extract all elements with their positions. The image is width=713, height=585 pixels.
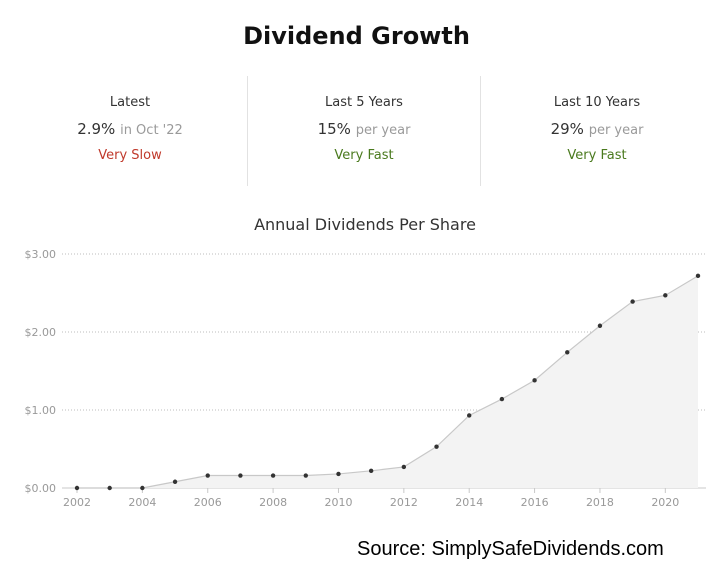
stat-value: 2.9% bbox=[77, 120, 116, 138]
data-point bbox=[205, 473, 210, 478]
stat-rating: Very Fast bbox=[334, 148, 394, 163]
stat-value: 29% bbox=[550, 120, 584, 138]
stat-latest: Latest 2.9% in Oct '22 Very Slow bbox=[14, 76, 246, 186]
data-point bbox=[140, 485, 145, 491]
data-point bbox=[368, 468, 374, 474]
dividends-chart: $0.00 $1.00 $2.00 $3.00 2002 2004 2006 2008 2010… bbox=[25, 248, 706, 509]
data-point bbox=[467, 413, 472, 418]
source-credit: Source: SimplySafeDividends.com bbox=[357, 538, 664, 560]
data-point bbox=[270, 473, 276, 478]
x-tick-label: 2006 bbox=[194, 496, 222, 509]
y-tick-label: $2.00 bbox=[25, 326, 57, 339]
y-tick-label: $3.00 bbox=[25, 248, 57, 261]
data-point bbox=[565, 350, 570, 355]
series-area bbox=[77, 275, 698, 488]
data-point bbox=[434, 444, 439, 449]
data-point bbox=[532, 378, 537, 383]
chart-title: Annual Dividends Per Share bbox=[254, 215, 476, 234]
stat-sub: in Oct '22 bbox=[120, 123, 183, 138]
x-tick-label: 2010 bbox=[324, 496, 352, 509]
stat-sub: per year bbox=[355, 123, 411, 138]
data-point bbox=[107, 485, 112, 491]
data-point bbox=[336, 471, 341, 477]
data-point bbox=[303, 473, 308, 478]
data-point bbox=[630, 299, 635, 304]
x-tick-label: 2008 bbox=[259, 496, 287, 509]
series-line bbox=[77, 275, 699, 489]
stats-panel: Latest 2.9% in Oct '22 Very Slow Last 5 … bbox=[14, 76, 713, 186]
x-tick-label: 2018 bbox=[586, 496, 614, 509]
data-point bbox=[499, 396, 505, 402]
x-tick-label: 2004 bbox=[128, 496, 156, 509]
data-point bbox=[401, 464, 407, 470]
stat-value-row: 2.9% in Oct '22 bbox=[14, 120, 246, 138]
data-point bbox=[663, 293, 668, 298]
stat-value-row: 29% per year bbox=[481, 120, 713, 138]
y-tick-label: $0.00 bbox=[25, 482, 57, 495]
stat-value: 15% bbox=[317, 120, 351, 138]
stat-label: Last 5 Years bbox=[325, 95, 403, 110]
stat-label: Latest bbox=[109, 95, 151, 110]
data-point bbox=[695, 273, 701, 279]
stat-last-10-years: Last 10 Years 29% per year Very Fast bbox=[480, 76, 713, 186]
x-tick-label: 2014 bbox=[455, 496, 483, 509]
y-tick-label: $1.00 bbox=[25, 404, 57, 417]
stat-sub: per year bbox=[588, 123, 644, 138]
page-title: Dividend Growth bbox=[243, 22, 470, 50]
x-tick-label: 2016 bbox=[521, 496, 549, 509]
stat-rating: Very Slow bbox=[98, 148, 162, 163]
data-point bbox=[172, 479, 178, 484]
data-point bbox=[597, 323, 603, 328]
x-tick-label: 2012 bbox=[390, 496, 418, 509]
stat-rating: Very Fast bbox=[567, 148, 627, 163]
stat-value-row: 15% per year bbox=[248, 120, 480, 138]
x-tick-label: 2002 bbox=[63, 496, 91, 509]
stat-last-5-years: Last 5 Years 15% per year Very Fast bbox=[247, 76, 480, 186]
x-tick-label: 2020 bbox=[651, 496, 679, 509]
stat-label: Last 10 Years bbox=[553, 95, 641, 110]
data-point bbox=[238, 473, 243, 478]
data-point bbox=[74, 485, 80, 491]
